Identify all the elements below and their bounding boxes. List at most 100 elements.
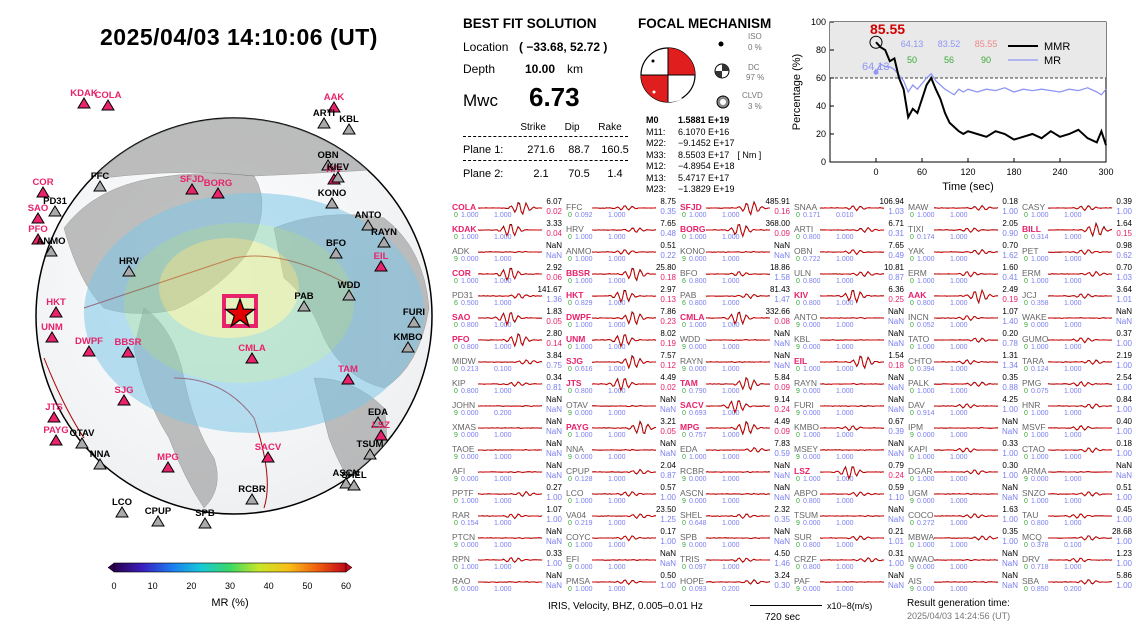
synthetic-trace [933,381,998,387]
station-triangle-icon [75,437,89,449]
waveform-station-label: OTAV [566,400,588,410]
mid-mr-value: 85.55 [975,39,998,49]
waveform-amplitude: 1.07 [1002,307,1018,316]
waveform-station-label: DRV [1022,554,1040,564]
waveform-station-label: MAW [908,202,928,212]
waveform-station-label: ASCN [680,488,704,498]
waveform-station-label: CHTO [908,356,932,366]
waveform-amplitude: 0.39 [1116,197,1132,206]
waveform-station-label: MSEY [794,444,818,454]
weight-1: 0 [454,366,458,373]
waveform-amplitude: NaN [888,505,904,514]
map-stations: ERMPETYAKTIXIBILLADKULNKDAKCOLAAAKARTIKB… [28,88,425,529]
waveform-mr: 0.19 [1002,295,1018,304]
synthetic-trace [933,228,999,233]
waveform-station-label: MBWA [908,532,934,542]
weight-1: 0 [910,212,914,219]
waveform-cell-chto: CHTO 1.311.34 0 0.394 1.000 [908,351,1019,373]
weight-3: 1.000 [1064,278,1082,285]
waveform-mr: 0.25 [888,295,904,304]
weight-1: 9 [682,476,686,483]
weight-3: 1.000 [950,520,968,527]
units-label: x10−8(m/s) [827,601,873,611]
waveform-amplitude: 0.27 [546,483,562,492]
weight-1: 0 [1024,212,1028,219]
weight-1: 0 [568,322,572,329]
waveform-station-label: NWAO [908,554,935,564]
waveform-amplitude: 485.91 [766,197,791,206]
waveform-amplitude: 7.83 [774,439,790,448]
waveform-amplitude: 81.43 [770,285,791,294]
station-triangle-icon [261,451,275,463]
weight-1: 9 [682,542,686,549]
weight-2: 0.000 [803,322,821,329]
colorbar-tick-label: 30 [225,581,235,591]
waveform-amplitude: NaN [774,329,790,338]
weight-2: 1.000 [461,212,479,219]
waveform-amplitude: 3.33 [546,219,562,228]
weight-2: 1.000 [917,344,935,351]
plane-1-row: Plane 1: 271.6 88.7 160.5 [463,144,633,156]
mid-mr-value: 64.13 [901,39,924,49]
colorbar-tick-label: 20 [186,581,196,591]
map-station-label: COLA [95,90,122,101]
weight-3: 1.000 [608,542,626,549]
waveform-cell-uln: ULN 10.810.87 0 0.800 1.000 [794,263,905,285]
map-station-label: WDD [338,280,361,291]
weight-1: 0 [1024,388,1028,395]
waveform-cell-hkt: HKT 2.970.13 0 0.829 1.000 [566,285,677,307]
weight-3: 1.000 [950,344,968,351]
epicenter-box [222,294,258,328]
waveform-amplitude: NaN [546,417,562,426]
waveform-station-label: FFC [566,202,583,212]
weight-2: 0.124 [1031,366,1049,373]
map-station-dwpf: DWPF [75,336,103,357]
waveform-mr: 0.90 [1002,229,1018,238]
waveform-amplitude: 2.54 [1116,373,1132,382]
weight-1: 0 [910,476,914,483]
synthetic-trace [705,271,771,277]
station-triangle-icon [151,515,165,527]
waveform-cell-pd31: PD31 141.671.36 6 0.500 1.000 [452,285,563,307]
weight-3: 1.000 [722,498,740,505]
waveform-station-label: ABPO [794,488,818,498]
waveform-mr: 1.03 [888,207,904,216]
waveform-amplitude: 0.31 [888,549,904,558]
map-station-wdd: WDD [338,280,361,301]
synthetic-trace [819,425,885,431]
weight-3: 1.000 [608,212,626,219]
weight-2: 0.800 [803,300,821,307]
weight-3: 1.000 [950,212,968,219]
waveform-cell-jcj: JCJ 3.641.01 0 0.358 1.000 [1022,285,1133,307]
colorbar-arrow-right [345,562,353,573]
waveform-mr: NaN [1002,427,1018,436]
waveform-station-label: VA04 [566,510,586,520]
station-triangle-icon [317,117,331,129]
waveform-cell-sacv: SACV 9.140.24 0 0.693 1.000 [680,395,791,417]
synthetic-trace [705,421,770,435]
synthetic-trace [705,557,771,563]
waveform-mr: 0.05 [660,427,676,436]
station-triangle-icon [77,97,91,109]
mw-label: Mwc [463,91,498,110]
waveform-amplitude: NaN [546,241,562,250]
weight-3: 1.000 [608,476,626,483]
waveform-mr: NaN [546,449,562,458]
synthetic-trace [477,251,543,254]
map-station-label: TAM [338,364,358,375]
weight-2: 0.093 [689,586,707,593]
weight-3: 1.000 [836,278,854,285]
waveform-mr: 0.02 [660,383,676,392]
waveform-amplitude: 7.65 [888,241,904,250]
beachball-icon [640,47,696,103]
waveform-amplitude: NaN [546,571,562,580]
weight-1: 0 [454,278,458,285]
